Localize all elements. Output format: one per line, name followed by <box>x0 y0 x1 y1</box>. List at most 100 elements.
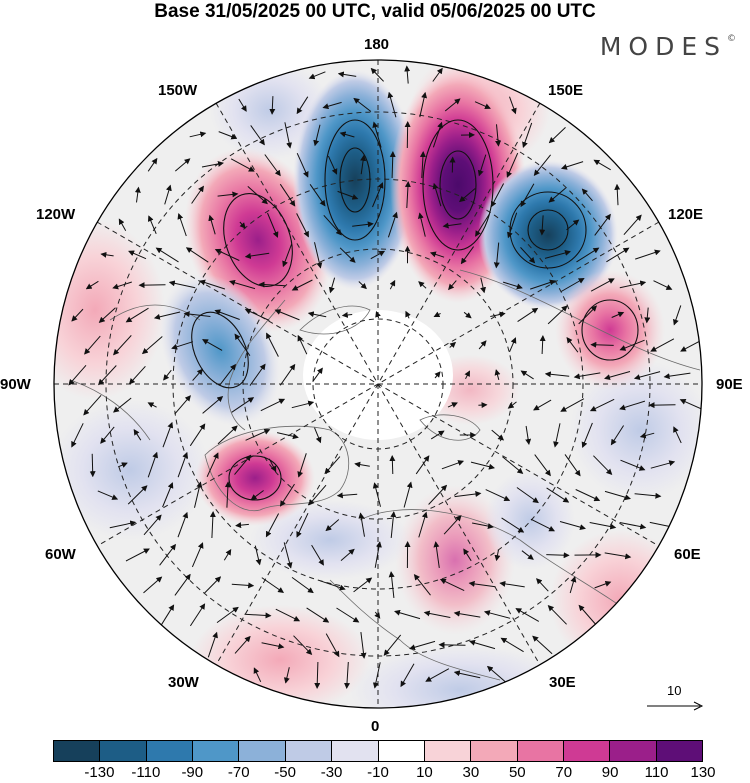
wind-vector-arrow <box>495 124 502 147</box>
wind-vector-arrow <box>266 332 279 357</box>
wind-vector-arrow <box>539 215 546 236</box>
wind-vector-arrow <box>375 310 381 319</box>
wind-vector-arrow <box>432 67 443 82</box>
wind-vector-arrow <box>423 610 451 618</box>
wind-vector-arrow <box>533 154 551 176</box>
wind-vector-arrow <box>491 429 505 441</box>
map-title: Base 31/05/2025 00 UTC, valid 05/06/2025… <box>154 1 596 22</box>
wind-vector-arrow <box>486 665 508 684</box>
wind-vector-arrow <box>578 305 598 325</box>
wind-vector-arrow <box>404 65 411 84</box>
wind-vector-arrow <box>370 67 384 82</box>
wind-vector-arrow <box>594 581 612 589</box>
wind-vector-arrow <box>544 371 570 378</box>
colorbar-swatch <box>331 741 378 761</box>
wind-vector-arrow <box>217 191 239 198</box>
colorbar-swatch <box>423 741 471 761</box>
wind-vector-arrow <box>307 311 327 318</box>
wind-vector-arrow <box>264 154 281 177</box>
wind-vector-arrow <box>244 308 270 321</box>
wind-vector-arrow <box>520 370 534 380</box>
wind-vector-arrow <box>279 363 296 386</box>
colorbar-tick-label: 90 <box>601 764 619 781</box>
wind-vector-arrow <box>297 334 308 355</box>
ridge-near-100e <box>555 270 665 390</box>
wind-vector-arrow <box>418 511 428 538</box>
wind-vector-arrow <box>253 667 262 683</box>
wind-vector-arrow <box>229 279 256 290</box>
wind-vector-arrow <box>189 131 207 138</box>
wind-vector-arrow <box>438 641 466 648</box>
wind-vector-arrow <box>494 369 501 381</box>
wind-vector-arrow <box>509 96 517 115</box>
wind-vector-arrow <box>387 91 397 118</box>
wind-vector-arrow <box>238 98 247 112</box>
reference-vector: 10 <box>645 683 705 713</box>
wind-vector-arrow <box>546 487 570 503</box>
wind-vector-arrow <box>532 635 553 655</box>
wind-vector-arrow <box>547 604 567 625</box>
wind-vector-arrow <box>269 96 276 115</box>
wind-vector-arrow <box>578 604 597 625</box>
wind-vector-arrow <box>672 305 682 326</box>
wind-vector-arrow <box>344 661 351 689</box>
wind-vector-arrow <box>174 395 191 415</box>
wind-vector-arrow <box>490 311 506 318</box>
wind-vector-arrow <box>100 251 114 258</box>
wind-vector-arrow <box>297 453 307 478</box>
wind-vector-arrow <box>449 341 457 349</box>
wind-vector-arrow <box>360 632 367 659</box>
wind-vector-arrow <box>448 280 457 291</box>
colorbar-swatch <box>470 741 517 761</box>
wind-vector-arrow <box>418 281 427 289</box>
wind-vector-arrow <box>254 545 262 566</box>
wind-vector-arrow <box>204 576 222 594</box>
wind-vector-arrow <box>163 369 172 381</box>
wind-vector-arrow <box>177 511 189 538</box>
colorbar-swatch <box>655 741 703 761</box>
wind-vector-arrow <box>490 183 505 208</box>
coastlines <box>69 269 701 681</box>
wind-vector-arrow <box>328 277 336 294</box>
colorbar-tick-label: 70 <box>555 764 573 781</box>
wind-vector-arrow <box>464 370 470 380</box>
wind-vector-arrow <box>194 481 203 508</box>
weak-ridge-west <box>54 220 165 400</box>
wind-vector-arrow <box>469 639 496 650</box>
wind-vector-arrow <box>485 489 511 502</box>
arrow-right-icon <box>647 701 704 711</box>
lon-label-30e: 30E <box>549 674 576 691</box>
wind-vector-arrow <box>291 279 313 291</box>
wind-vector-arrow <box>245 428 271 441</box>
lon-label-150e: 150E <box>548 82 584 99</box>
trough-near-130e <box>478 160 618 310</box>
wind-vector-arrow <box>314 427 322 444</box>
wind-vector-arrow <box>387 211 398 238</box>
wind-vector-arrow <box>544 250 571 259</box>
colorbar-tick-label: 30 <box>462 764 480 781</box>
weak-trough-west <box>54 400 210 540</box>
wind-vector-arrow <box>261 577 285 593</box>
wind-vector-arrow <box>581 188 593 202</box>
wind-vector-arrow <box>507 401 517 409</box>
wind-vector-arrow <box>191 542 204 568</box>
lon-label-0: 0 <box>371 718 380 735</box>
wind-vector-arrow <box>312 367 323 382</box>
wind-vector-arrow <box>428 484 448 505</box>
wind-vector-arrow <box>493 242 500 269</box>
wind-vector-arrow <box>324 456 341 475</box>
wind-vector-arrow <box>216 606 239 624</box>
wind-vector-arrow <box>443 515 462 535</box>
wind-vector-arrow <box>444 98 461 112</box>
colorbar-tick-label: -90 <box>181 764 204 781</box>
wind-vector-arrow <box>517 307 539 323</box>
wind-vector-arrow <box>633 371 661 380</box>
wind-vector-arrow <box>573 372 601 380</box>
lon-label-90w: 90W <box>0 376 31 393</box>
wind-vector-arrow <box>679 398 702 411</box>
wind-vector-arrow <box>593 455 613 476</box>
wind-vector-arrow <box>336 607 360 623</box>
wind-vector-arrow <box>468 580 496 588</box>
wind-vector-arrow <box>564 454 581 477</box>
wind-vector-arrow <box>502 456 524 474</box>
